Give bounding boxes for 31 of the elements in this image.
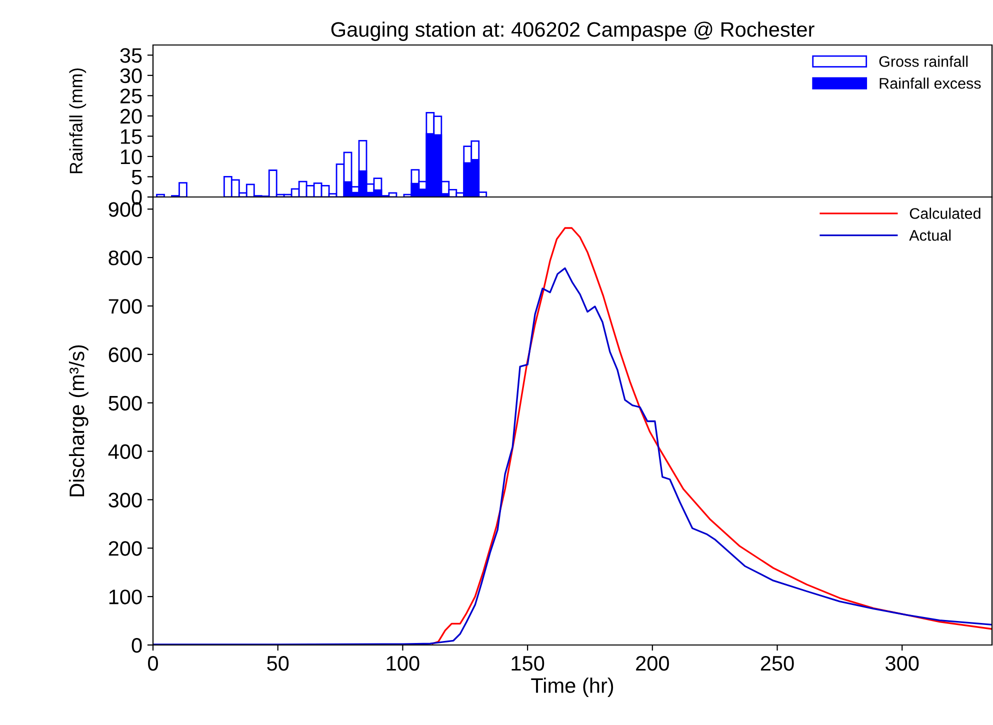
y-tick-label: 0 — [132, 638, 142, 653]
y-tick-label: 200 — [108, 541, 142, 556]
y-tick-label: 20 — [120, 108, 142, 124]
legend-label: Rainfall excess — [880, 78, 981, 89]
y-tick-label: 100 — [109, 590, 142, 604]
y-tick-label: 35 — [120, 48, 142, 63]
x-tick-label: 100 — [386, 656, 420, 671]
y-tick-label: 30 — [120, 68, 142, 84]
y-tick-label: 10 — [121, 149, 142, 164]
x-tick-label: 200 — [636, 656, 669, 671]
x-tick-label: 300 — [886, 656, 919, 671]
y-tick-label: 400 — [108, 444, 142, 460]
y-tick-label: 300 — [108, 492, 142, 508]
x-tick-label: 50 — [267, 656, 289, 671]
y-tick-label: 5 — [132, 170, 142, 184]
y-tick-label: 500 — [108, 396, 142, 411]
y-tick-label: 800 — [108, 250, 142, 266]
y-axis-title: Discharge (m³/s) — [68, 345, 88, 496]
y-tick-label: 25 — [120, 88, 142, 104]
x-tick-label: 250 — [760, 656, 794, 671]
legend-label: Gross rainfall — [879, 56, 968, 67]
y-tick-label: 600 — [108, 347, 142, 362]
chart-title: Gauging station at: 406202 Campaspe @ Rochester — [331, 22, 814, 41]
y-axis-title: Rainfall (mm) — [69, 68, 86, 174]
legend-label: Actual — [909, 230, 951, 241]
x-tick-label: 0 — [148, 656, 158, 671]
y-tick-label: 15 — [121, 129, 142, 144]
x-axis-title: Time (hr) — [531, 678, 614, 698]
legend-label: Calculated — [910, 208, 980, 219]
x-tick-label: 150 — [512, 656, 544, 671]
y-tick-label: 700 — [108, 298, 142, 314]
